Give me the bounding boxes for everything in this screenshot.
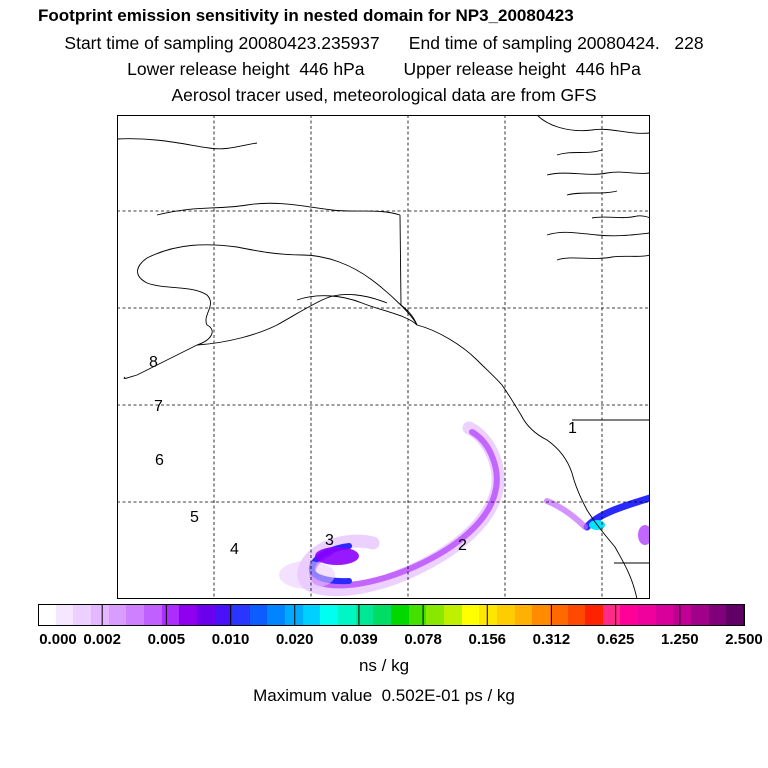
colorbar: 0.000 0.002 0.005 0.010 0.020 0.039 0.078 0.156… [38,604,763,648]
colorbar-tick-label: 0.078 [404,631,442,648]
colorbar-cell [568,604,585,625]
colorbar-cells [38,604,745,625]
bc-coast [416,324,638,599]
colorbar-tick-label: 0.020 [276,631,314,648]
colorbar-cell [320,604,338,625]
trajectory-label-3: 3 [325,532,334,549]
colorbar-cell [215,604,232,625]
colorbar-cell [550,604,568,625]
colorbar-cell [691,604,709,625]
tracer-info-line: Aerosol tracer used, meteorological data… [171,85,597,105]
colorbar-tick-label: 1.250 [661,631,699,648]
colorbar-tick-label: 0.625 [597,631,635,648]
colorbar-cell [109,604,126,625]
colorbar-tick-label: 0.156 [468,631,506,648]
colorbar-cell [91,604,109,625]
sampling-time-line: Start time of sampling 20080423.235937 E… [64,33,704,53]
plume-core-blob [315,547,359,565]
coastlines [117,115,650,599]
colorbar-cell [656,604,673,625]
colorbar-tick-label: 0.005 [148,631,186,648]
trajectory-labels: 8 7 6 5 4 3 2 1 [149,354,577,558]
colorbar-cell [179,604,197,625]
colorbar-cell [144,604,162,625]
colorbar-cell [409,604,426,625]
arctic-coast [156,202,401,216]
colorbar-cell [267,604,285,625]
colorbar-tick-label: 0.039 [340,631,378,648]
colorbar-cell [197,604,215,625]
colorbar-cell [303,604,320,625]
trajectory-label-5: 5 [190,509,199,526]
colorbar-cell [126,604,144,625]
trajectory-label-7: 7 [154,398,163,415]
colorbar-cell [73,604,91,625]
colorbar-frame [38,604,745,626]
colorbar-cell [532,604,550,625]
colorbar-cell [620,604,638,625]
colorbar-cell [56,604,73,625]
colorbar-cell [462,604,479,625]
arctic-islands [536,115,650,261]
colorbar-cell [250,604,267,625]
colorbar-cell [515,604,532,625]
coastal-plume-tail [638,525,650,545]
siberia-coast [117,138,258,150]
colorbar-cell [479,604,497,625]
coastal-plume-light [544,498,588,530]
colorbar-tick-label: 0.000 [39,631,77,648]
trajectory-label-8: 8 [149,354,158,371]
lat-lon-grid [117,115,650,599]
colorbar-cell [356,604,373,625]
map-background [117,115,650,599]
colorbar-cell [426,604,444,625]
colorbar-cell [373,604,391,625]
page-title: Footprint emission sensitivity in nested… [38,6,574,25]
colorbar-cell [162,604,179,625]
colorbar-cell [285,604,303,625]
aleutian-chain [196,294,388,346]
alaska-north-coast [146,244,418,326]
colorbar-cell [603,604,620,625]
alaska-gulf-coast [296,295,418,326]
colorbar-cell [709,604,726,625]
colorbar-tick-labels: 0.000 0.002 0.005 0.010 0.020 0.039 0.078 0.156… [39,631,763,648]
alaska-west-coast [123,257,213,379]
trajectory-label-1: 1 [568,420,577,437]
alaska-canada-border [399,214,418,326]
colorbar-cell [338,604,356,625]
emission-plume [279,421,650,597]
colorbar-cell [673,604,691,625]
colorbar-tick-label: 0.010 [212,631,250,648]
colorbar-cell [585,604,603,625]
trajectory-label-4: 4 [230,541,239,558]
plume-light-blob [279,561,335,589]
units-label: ns / kg [358,656,410,675]
colorbar-cell [726,604,744,625]
colorbar-cell [391,604,409,625]
maximum-value-label: Maximum value 0.502E-01 ps / kg [253,686,515,705]
colorbar-tick-label: 0.002 [83,631,121,648]
colorbar-cell [497,604,515,625]
colorbar-tick-label: 2.500 [725,631,763,648]
footprint-map: 8 7 6 5 4 3 2 1 [117,115,650,599]
release-height-line: Lower release height 446 hPa Upper relea… [127,59,641,79]
map-frame [117,115,650,599]
colorbar-cell [38,604,56,625]
colorbar-cell [638,604,656,625]
colorbar-cell [444,604,462,625]
trajectory-label-6: 6 [155,452,164,469]
trajectory-label-2: 2 [458,537,467,554]
colorbar-cell [232,604,250,625]
colorbar-tick-label: 0.312 [533,631,571,648]
